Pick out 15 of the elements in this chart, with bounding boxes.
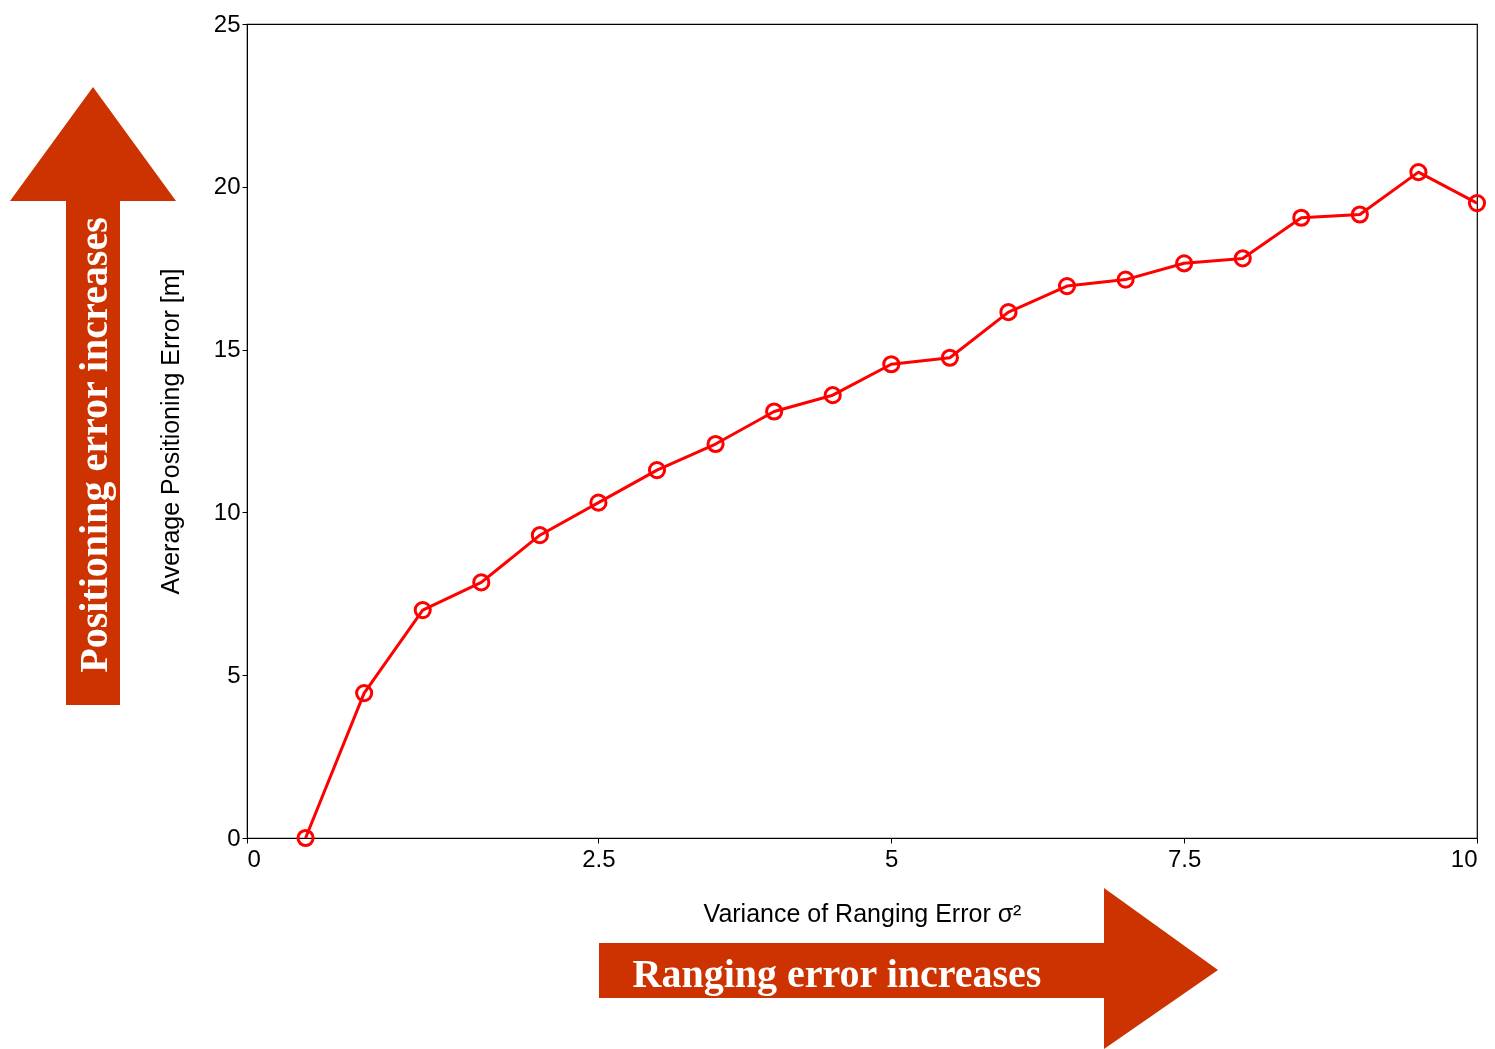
y-tick-label: 5 [227,660,241,688]
text: Ranging error increases [632,950,1042,996]
y-axis-title: Average Positioning Error [m] [155,268,184,595]
x-tick-label: 10 [1450,844,1478,872]
x-tick-label: 5 [885,844,899,872]
x-tick-label: 0 [247,844,261,872]
y-tick-label: 10 [213,497,241,525]
y-tick-label: 15 [213,335,241,363]
x-tick-label: 7.5 [1167,844,1202,872]
y-tick-label: 0 [227,823,241,851]
y-tick-label: 25 [213,9,241,37]
x-tick-label: 2.5 [582,844,616,872]
y-tick-label: 20 [213,172,241,200]
text: Positioning error increases [70,217,116,673]
x-axis-title: Variance of Ranging Error σ² [703,898,1022,927]
